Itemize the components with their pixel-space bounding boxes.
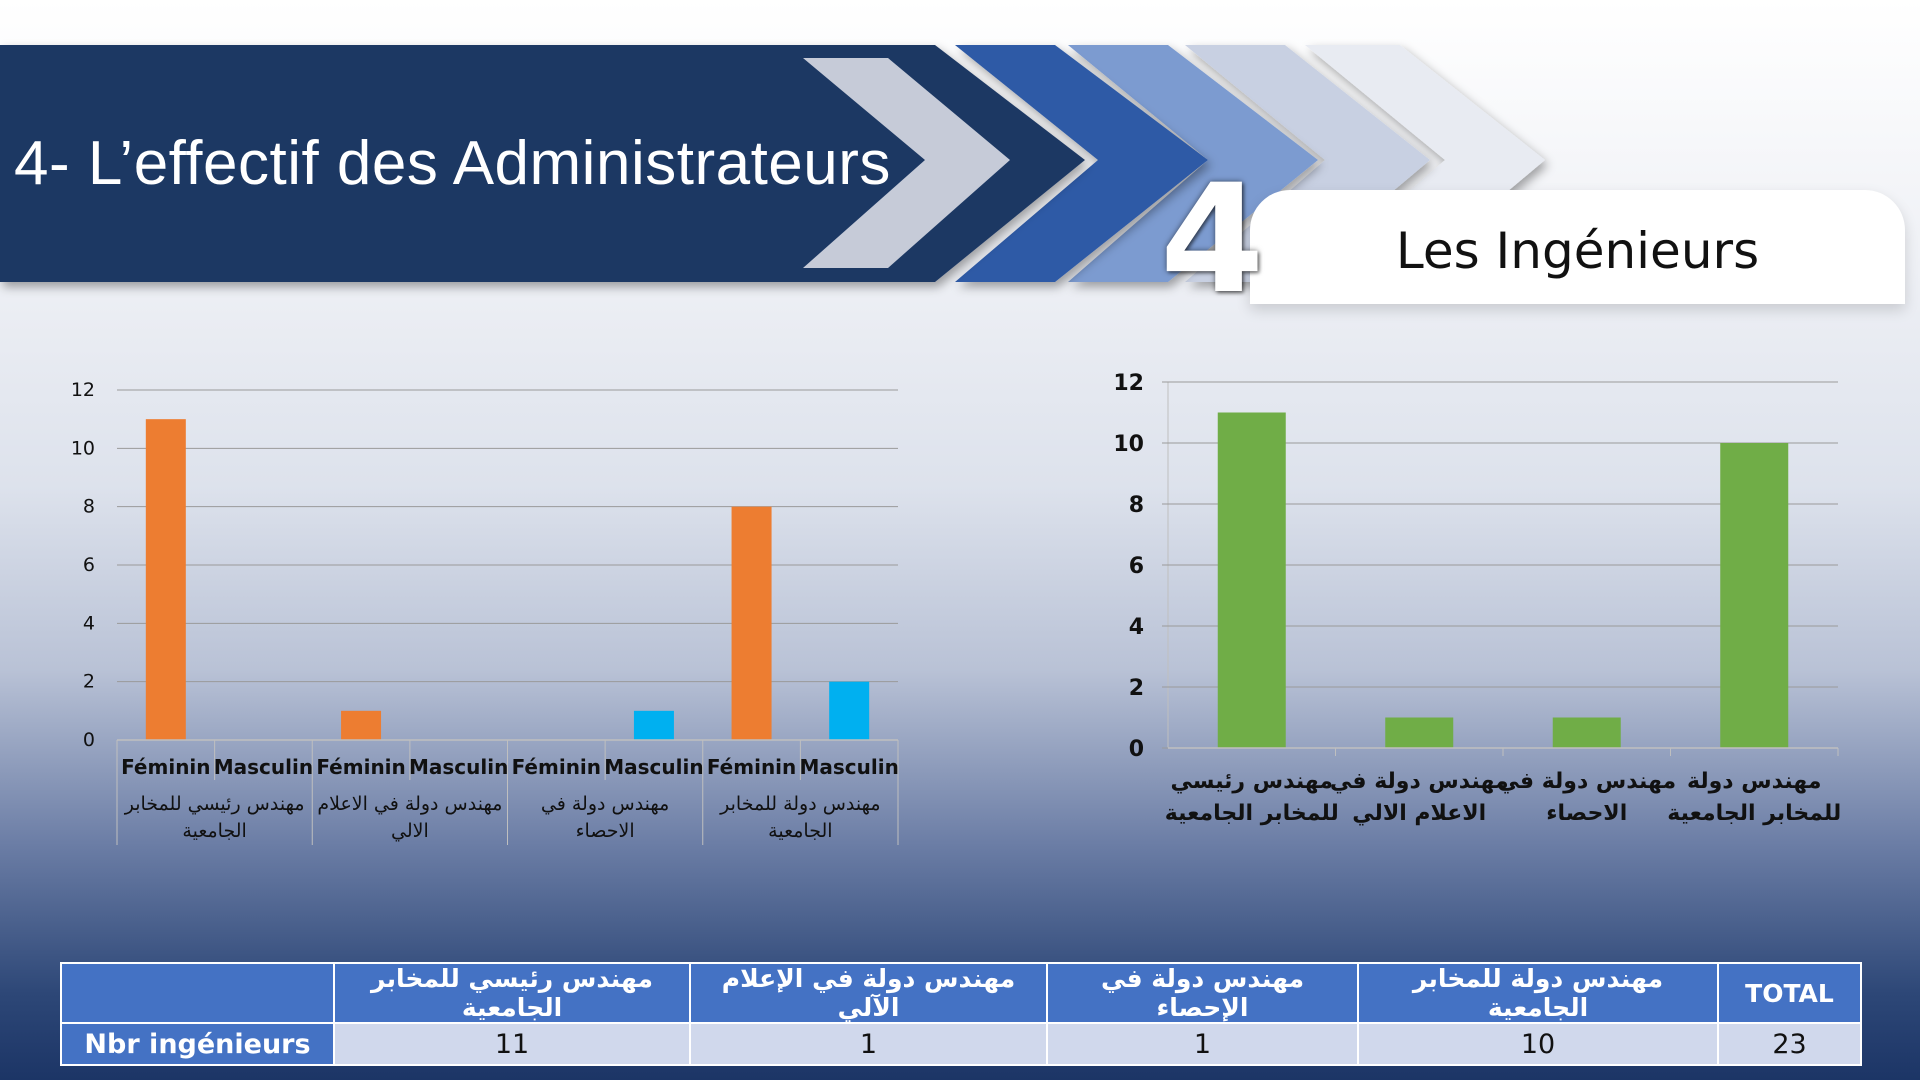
bar: [145, 419, 186, 740]
bar: [829, 681, 870, 740]
x-subcategory-label: Masculin: [800, 755, 899, 779]
banner-chevron-2: [955, 45, 1208, 282]
y-tick-label: 4: [83, 612, 95, 634]
bar: [341, 710, 382, 740]
table-header-cell: مهندس دولة في الإعلام الآلي: [689, 962, 1048, 1024]
x-subcategory-label: Féminin: [512, 755, 601, 779]
table-header-cell: مهندس دولة للمخابر الجامعية: [1357, 962, 1719, 1024]
x-group-label: الالي: [391, 820, 429, 842]
banner-shape: [0, 45, 1545, 282]
y-tick-label: 12: [71, 379, 95, 401]
section-subtitle-box: Les Ingénieurs: [1250, 190, 1905, 304]
banner-chevron-3: [1068, 45, 1318, 282]
table-row: Nbr ingénieurs 11 1 1 10 23: [60, 1022, 1862, 1066]
table-cell: 1: [689, 1022, 1048, 1066]
totals-chart: 0 2 4 6 8 10 12 مهندس رئيسي للمخابر الجامعية مهند…: [1113, 371, 1841, 826]
y-tick-label: 10: [71, 437, 95, 459]
banner-main-band: [0, 45, 1085, 282]
table-cell: 10: [1357, 1022, 1719, 1066]
x-subcategory-label: Féminin: [316, 755, 405, 779]
bar: [1720, 443, 1789, 748]
table-header-total: TOTAL: [1717, 962, 1862, 1024]
x-category-label: مهندس رئيسي: [1171, 769, 1333, 794]
x-category-label: مهندس دولة: [1687, 769, 1821, 794]
x-category-label: الاحصاء: [1546, 801, 1627, 826]
x-group-label: الاحصاء: [576, 820, 635, 842]
bar: [1217, 412, 1286, 748]
x-group-label: مهندس دولة للمخابر: [719, 793, 880, 815]
section-number: 4: [1160, 153, 1265, 327]
table-cell: 11: [333, 1022, 691, 1066]
y-tick-label: 2: [83, 671, 95, 693]
x-group-label: الجامعية: [768, 820, 832, 842]
banner-title: 4- L’effectif des Administrateurs: [14, 129, 891, 198]
x-group-label: مهندس دولة في: [541, 793, 669, 815]
x-subcategory-label: Masculin: [409, 755, 508, 779]
x-category-label: الاعلام الالي: [1352, 801, 1486, 826]
table-header-row: مهندس رئيسي للمخابر الجامعية مهندس دولة …: [60, 962, 1862, 1024]
x-subcategory-label: Masculin: [214, 755, 313, 779]
table-cell-total: 23: [1717, 1022, 1862, 1066]
y-tick-label: 0: [1129, 737, 1144, 762]
x-category-label: للمخابر الجامعية: [1165, 801, 1339, 826]
x-group-label: مهندس دولة في الاعلام: [317, 793, 502, 815]
bar: [633, 710, 674, 740]
table-cell: 1: [1046, 1022, 1359, 1066]
y-tick-label: 4: [1129, 615, 1144, 640]
bar: [1552, 717, 1621, 748]
x-category-label: مهندس دولة في: [1330, 769, 1509, 794]
x-category-label: للمخابر الجامعية: [1667, 801, 1841, 826]
y-tick-label: 8: [83, 496, 95, 518]
x-subcategory-label: Féminin: [121, 755, 210, 779]
bar: [731, 506, 772, 740]
table-header-cell: مهندس دولة في الإحصاء: [1046, 962, 1359, 1024]
y-tick-label: 6: [1129, 554, 1144, 579]
y-tick-label: 0: [83, 729, 95, 751]
table-header-cell: مهندس رئيسي للمخابر الجامعية: [333, 962, 691, 1024]
banner-chevron-1: [803, 58, 1010, 268]
y-tick-label: 2: [1129, 676, 1144, 701]
section-subtitle: Les Ingénieurs: [1395, 222, 1760, 280]
x-category-label: مهندس دولة في: [1497, 769, 1676, 794]
bar: [1385, 717, 1454, 748]
y-tick-label: 10: [1113, 432, 1144, 457]
y-tick-label: 12: [1113, 371, 1144, 396]
summary-table: مهندس رئيسي للمخابر الجامعية مهندس دولة …: [60, 962, 1862, 1066]
x-group-label: مهندس رئيسي للمخابر: [124, 793, 305, 815]
y-tick-label: 8: [1129, 493, 1144, 518]
x-subcategory-label: Féminin: [707, 755, 796, 779]
y-tick-label: 6: [83, 554, 95, 576]
table-row-label: Nbr ingénieurs: [60, 1022, 335, 1066]
table-header-cell: [60, 962, 335, 1024]
x-subcategory-label: Masculin: [604, 755, 703, 779]
x-group-label: الجامعية: [182, 820, 246, 842]
